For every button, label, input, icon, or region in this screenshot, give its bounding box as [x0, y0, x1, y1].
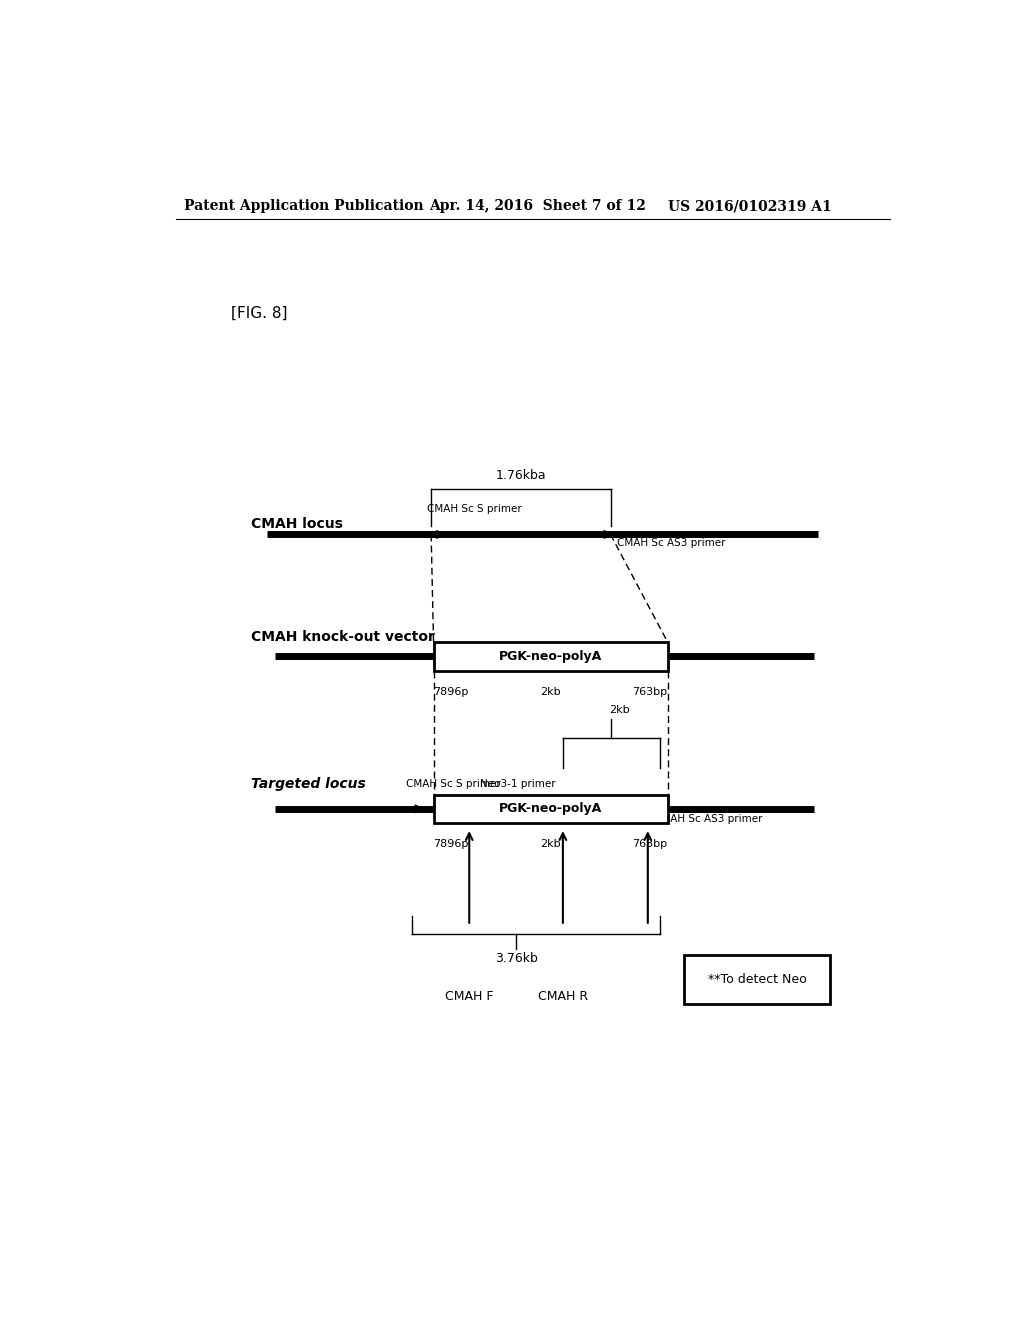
Text: PGK-neo-polyA: PGK-neo-polyA [499, 803, 602, 816]
Text: US 2016/0102319 A1: US 2016/0102319 A1 [668, 199, 831, 213]
Text: CMAH locus: CMAH locus [251, 517, 343, 532]
Text: 763bp: 763bp [633, 840, 668, 849]
Text: CMAH knock-out vector: CMAH knock-out vector [251, 630, 435, 644]
Text: Apr. 14, 2016  Sheet 7 of 12: Apr. 14, 2016 Sheet 7 of 12 [430, 199, 646, 213]
Text: 1.76kba: 1.76kba [496, 469, 546, 482]
Text: 7896p: 7896p [433, 686, 469, 697]
Bar [433, 795, 668, 824]
Text: [FIG. 8]: [FIG. 8] [231, 306, 288, 321]
Text: 763bp: 763bp [633, 686, 668, 697]
Text: 2kb: 2kb [609, 705, 630, 715]
Text: PGK-neo-polyA: PGK-neo-polyA [499, 649, 602, 663]
Text: CMAH R: CMAH R [538, 990, 588, 1003]
Text: CMAH Sc AS3 primer: CMAH Sc AS3 primer [616, 537, 725, 548]
Text: 2kb: 2kb [541, 840, 561, 849]
Text: 2kb: 2kb [541, 686, 561, 697]
Text: CMAH F: CMAH F [445, 990, 494, 1003]
Bar [684, 956, 830, 1005]
Text: 3.76kb: 3.76kb [495, 952, 538, 965]
Bar [433, 643, 668, 671]
Text: **To detect Neo: **To detect Neo [708, 973, 806, 986]
Text: Neo3-1 primer: Neo3-1 primer [479, 779, 555, 788]
Text: CMAH Sc S primer: CMAH Sc S primer [406, 779, 501, 788]
Text: CMAH Sc AS3 primer: CMAH Sc AS3 primer [654, 814, 763, 824]
Text: 7896p: 7896p [433, 840, 469, 849]
Text: Patent Application Publication: Patent Application Publication [183, 199, 423, 213]
Text: CMAH Sc S primer: CMAH Sc S primer [427, 504, 522, 515]
Text: Targeted locus: Targeted locus [251, 776, 366, 791]
